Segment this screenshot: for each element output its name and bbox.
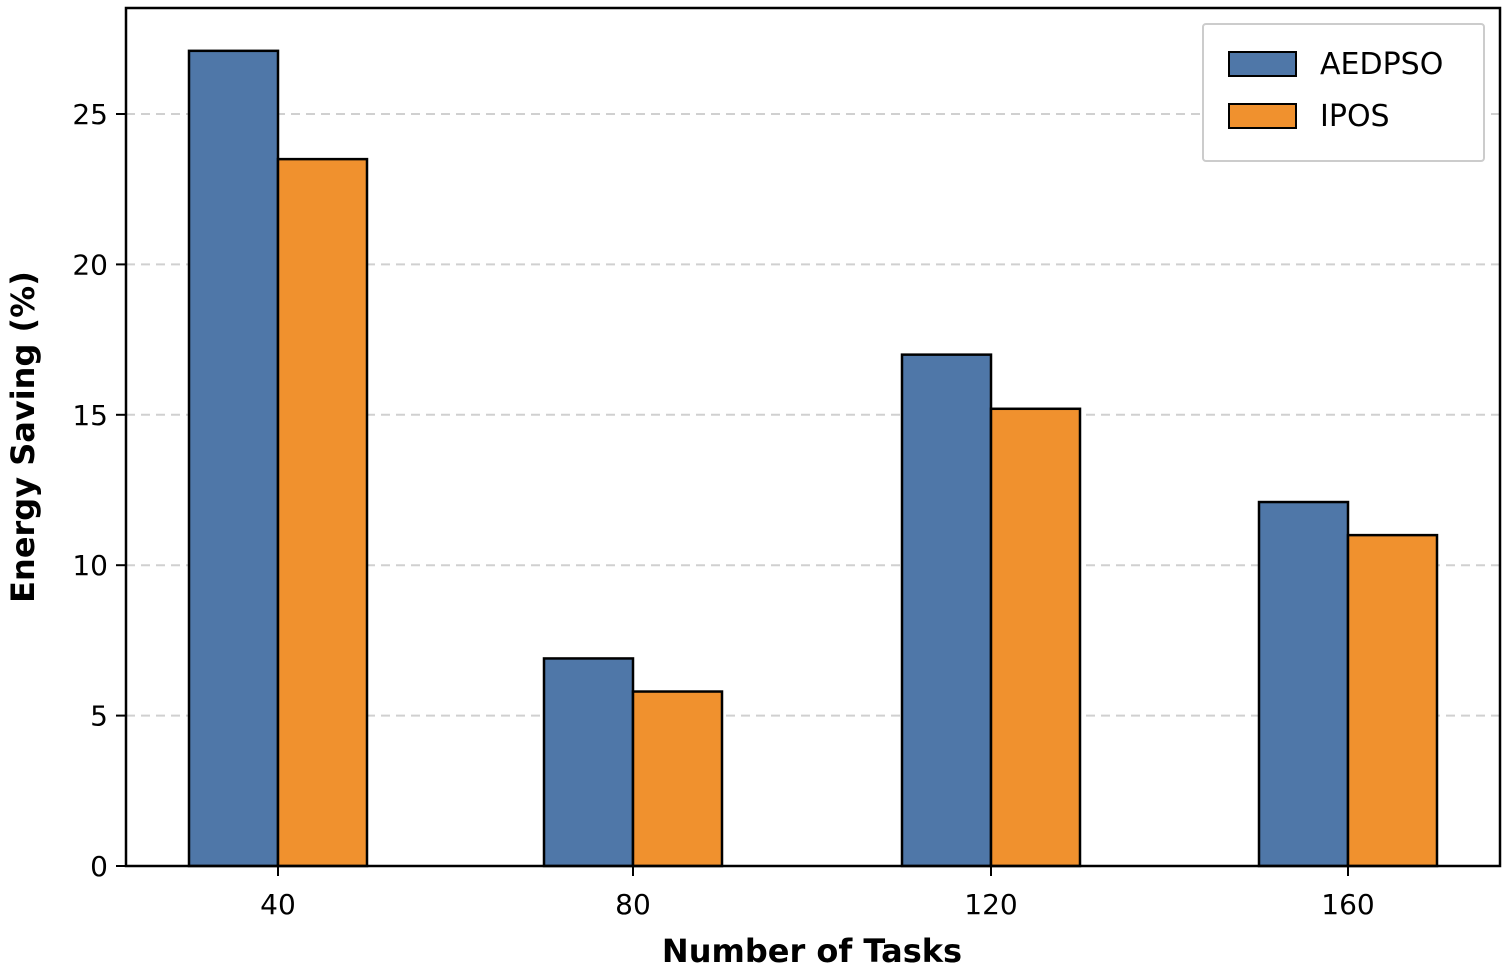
y-tick-label: 20 [72,248,108,281]
bar-ipos-160 [1346,533,1439,868]
legend-label-aedpso: AEDPSO [1320,47,1443,82]
plot-frame [124,6,1502,868]
bar-aedpso-120 [900,353,993,868]
y-tick-label: 25 [72,98,108,131]
x-axis-ticks: 40 80 120 160 [260,866,1375,921]
bar-aedpso-160 [1257,500,1350,868]
x-tick-label: 80 [615,888,651,921]
legend-label-ipos: IPOS [1320,99,1390,134]
bar-ipos-120 [989,407,1082,868]
y-tick-label: 10 [72,549,108,582]
y-tick-label: 15 [72,399,108,432]
bar-ipos-80 [631,690,724,868]
bar-aedpso-40 [187,49,280,868]
legend: AEDPSO IPOS [1202,23,1485,162]
x-tick-label: 160 [1321,888,1374,921]
legend-swatch-ipos [1228,103,1297,129]
bar-aedpso-80 [542,657,635,868]
legend-swatch-aedpso [1228,51,1297,77]
y-axis-title: Energy Saving (%) [4,271,42,603]
bars [187,49,1439,868]
x-tick-label: 120 [964,888,1017,921]
y-tick-label: 0 [90,850,108,883]
legend-box [1202,23,1485,162]
x-axis-title: Number of Tasks [662,932,962,970]
y-tick-label: 5 [90,700,108,733]
y-axis-ticks: 0 5 10 15 20 25 [72,98,126,883]
x-tick-label: 40 [260,888,296,921]
bar-ipos-40 [276,157,369,868]
